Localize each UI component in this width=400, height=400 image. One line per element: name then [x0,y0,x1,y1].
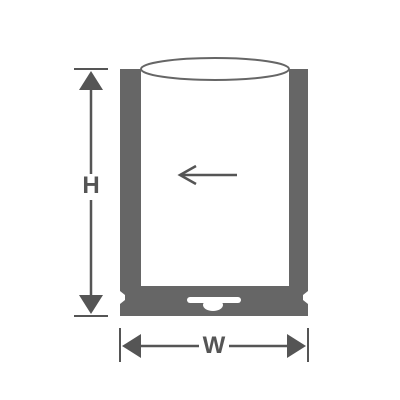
left-tear-notch [120,291,125,304]
width-label: W [199,334,229,360]
height-label: H [79,174,103,200]
right-tear-notch [303,291,308,304]
hang-slot-hole [203,299,223,311]
bag-body [120,69,308,316]
bag-opening [140,57,290,81]
arrow-left-icon [177,164,237,186]
